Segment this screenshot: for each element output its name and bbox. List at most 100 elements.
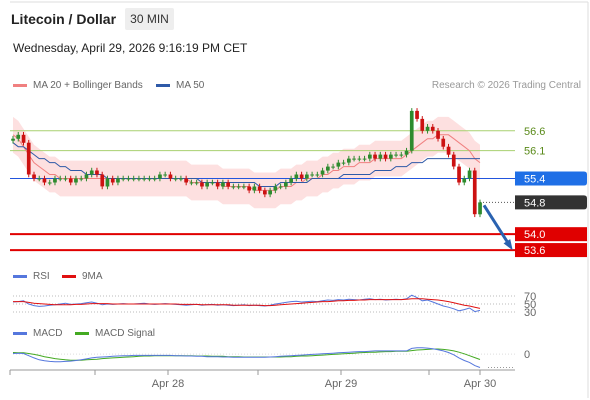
support-label: 53.6 xyxy=(524,245,545,257)
current-price-label: 54.8 xyxy=(524,197,545,209)
candle-body xyxy=(472,170,477,215)
candle-body xyxy=(389,154,393,159)
candle-body xyxy=(205,182,209,187)
candle-body xyxy=(26,142,31,175)
candle-body xyxy=(168,174,173,179)
ma20-line xyxy=(12,134,481,191)
candle-body xyxy=(467,170,472,179)
candle-body xyxy=(11,138,15,141)
candle-body xyxy=(110,178,115,183)
candle-body xyxy=(74,178,78,183)
candle-body xyxy=(462,178,467,183)
candle-body xyxy=(320,170,325,175)
projection-arrow-head xyxy=(503,239,513,251)
candle-body xyxy=(415,110,419,119)
candle-body xyxy=(137,178,141,180)
candle-body xyxy=(409,110,414,151)
candle-body xyxy=(63,178,68,180)
resistance-label: 56.6 xyxy=(524,126,545,138)
candle-body xyxy=(341,162,346,164)
macd-line xyxy=(12,347,481,368)
legend-9ma-swatch xyxy=(62,275,76,278)
candle-body xyxy=(158,174,162,179)
candle-body xyxy=(451,154,456,167)
candle-body xyxy=(32,174,36,179)
candle-body xyxy=(315,174,320,176)
candle-body xyxy=(215,182,220,187)
candle-body xyxy=(47,182,52,184)
candle-body xyxy=(84,174,89,179)
candle-body xyxy=(289,178,293,183)
legend-macd-swatch xyxy=(13,332,27,335)
candle-body xyxy=(163,174,167,176)
candle-body xyxy=(368,154,372,159)
candle-body xyxy=(42,178,47,183)
legend-macd-signal-swatch xyxy=(75,332,89,335)
rsi-tick-label: 30 xyxy=(524,307,536,319)
current-price-box xyxy=(515,195,587,210)
pivot-label: 55.4 xyxy=(524,174,545,186)
candle-body xyxy=(131,178,136,180)
chart-datetime: Wednesday, April 29, 2026 9:16:19 PM CET xyxy=(13,41,248,55)
legend-macd-label: MACD xyxy=(33,328,63,339)
macd-tick-label: 0 xyxy=(524,349,530,361)
candle-body xyxy=(404,150,409,155)
legend-ma50-label: MA 50 xyxy=(176,80,205,91)
candle-body xyxy=(121,178,126,180)
candle-body xyxy=(446,146,451,155)
candle-body xyxy=(305,174,309,179)
candle-body xyxy=(357,158,362,160)
support-label: 54.0 xyxy=(524,229,545,241)
candle-body xyxy=(263,190,267,195)
candle-body xyxy=(210,182,215,184)
candle-body xyxy=(294,174,299,179)
candle-body xyxy=(200,182,204,187)
legend-ma50-swatch xyxy=(156,84,170,87)
candle-body xyxy=(394,154,398,156)
candle-body xyxy=(436,130,440,139)
candle-body xyxy=(37,178,42,180)
time-axis-label: Apr 30 xyxy=(464,378,496,390)
candle-body xyxy=(184,178,188,183)
legend-9ma: 9MA xyxy=(62,271,103,282)
time-axis-label: Apr 29 xyxy=(325,378,357,390)
interval-button[interactable]: 30 MIN xyxy=(125,8,174,30)
candle-body xyxy=(252,186,257,191)
candle-body xyxy=(89,170,94,175)
projection-arrow-shaft xyxy=(482,204,512,247)
candle-body xyxy=(194,182,199,184)
candle-body xyxy=(278,186,283,188)
candle-body xyxy=(68,178,73,183)
candle-body xyxy=(457,166,461,183)
candle-body xyxy=(383,154,388,159)
legend-ma50: MA 50 xyxy=(156,80,204,91)
candle-body xyxy=(362,158,367,160)
candle-body xyxy=(179,178,183,180)
candle-body xyxy=(430,126,435,131)
candle-body xyxy=(100,174,105,187)
candle-body xyxy=(257,186,262,191)
copyright-text: Research © 2026 Trading Central xyxy=(431,80,581,91)
candle-body xyxy=(189,182,194,184)
candle-body xyxy=(53,178,57,183)
candle-body xyxy=(299,174,304,179)
candle-body xyxy=(373,154,377,159)
instrument-title: Litecoin / Dollar xyxy=(11,11,117,27)
legend-ma20-label: MA 20 + Bollinger Bands xyxy=(33,80,143,91)
candle-body xyxy=(347,158,351,163)
candle-body xyxy=(105,178,110,187)
support-label-box xyxy=(515,243,587,258)
candle-body xyxy=(79,178,84,180)
legend-ma20-swatch xyxy=(13,84,27,87)
legend-rsi-swatch xyxy=(13,275,27,278)
candle-body xyxy=(378,154,383,159)
candle-body xyxy=(242,186,246,188)
candle-body xyxy=(326,166,330,171)
rsi-line xyxy=(12,294,481,313)
time-axis-label: Apr 28 xyxy=(152,378,184,390)
candle-body xyxy=(226,182,230,187)
candle-body xyxy=(231,186,236,188)
rsi-tick-label: 70 xyxy=(524,291,536,303)
candle-body xyxy=(95,170,99,175)
